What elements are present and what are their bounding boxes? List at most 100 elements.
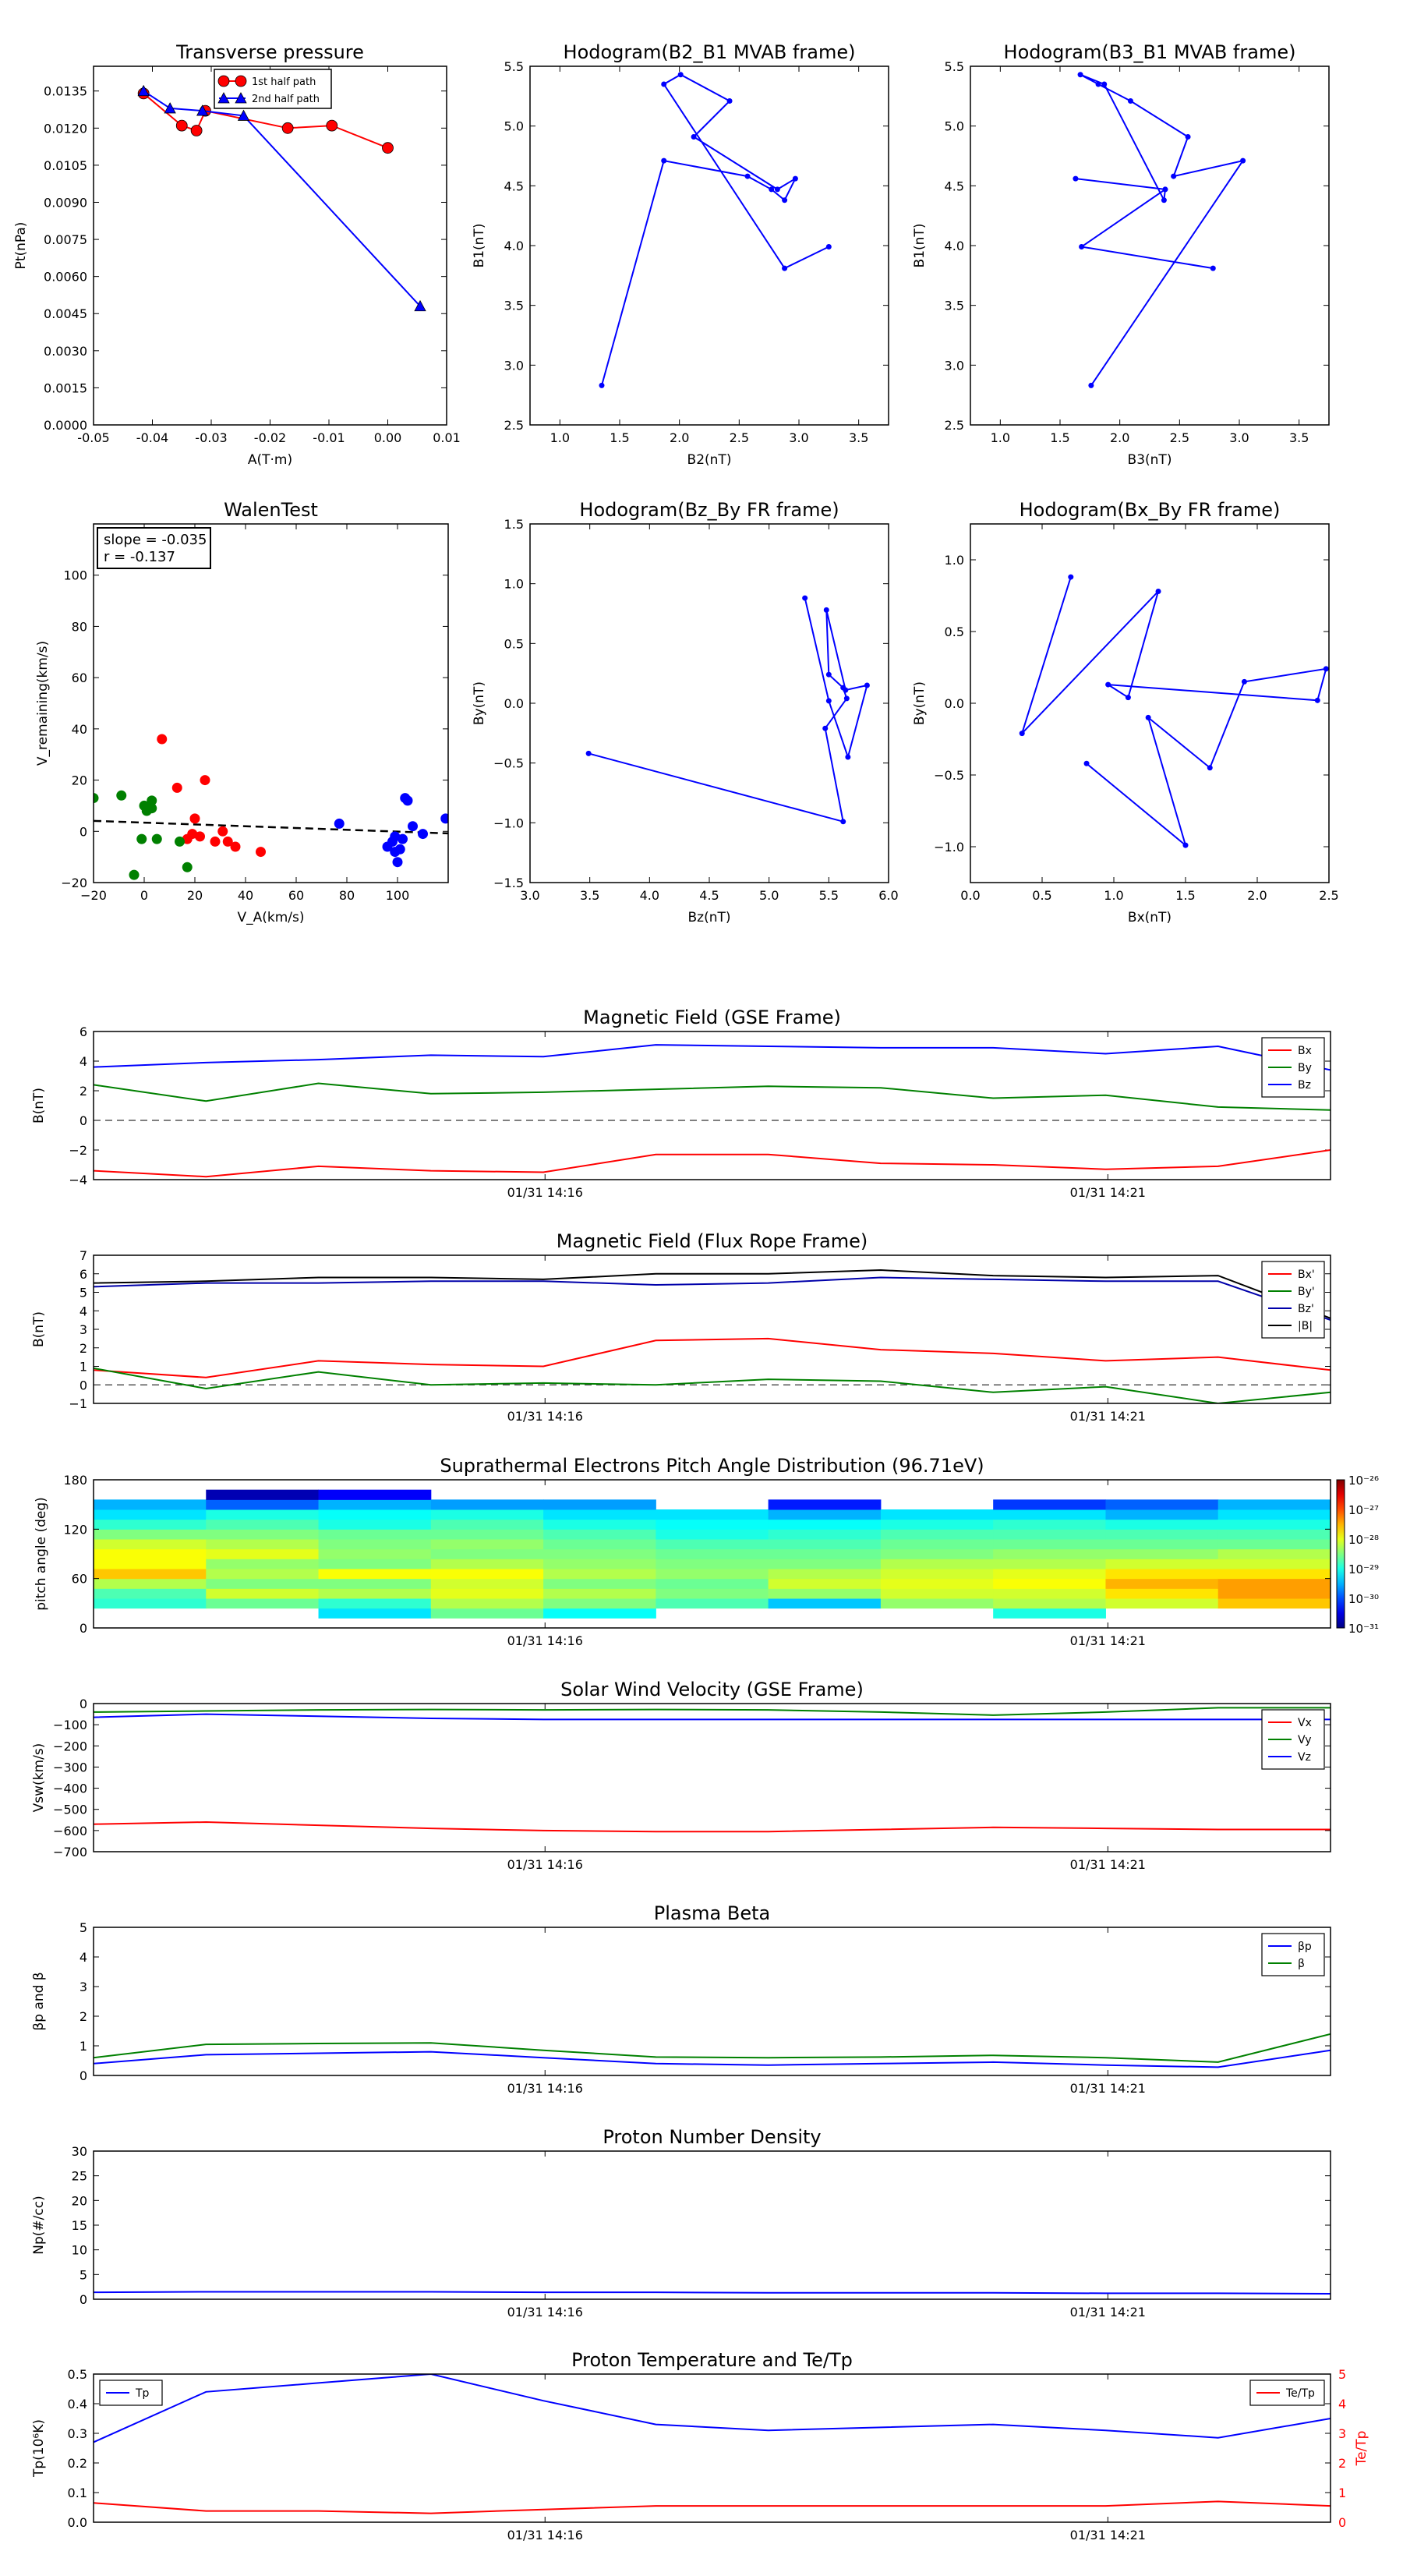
proton-density-ytick-label: 15 [72, 2218, 87, 2233]
hodogram-bx-by-point [1083, 760, 1090, 766]
mag-gse-plot-bg [94, 1031, 1331, 1180]
hodogram-b3-b1-marks [1073, 72, 1246, 388]
hodogram-b3-b1-point [1073, 175, 1079, 182]
hodogram-b2-b1-xtick-label: 1.5 [610, 430, 629, 445]
walen-test-point [136, 833, 147, 844]
hodogram-bx-by-marks [1019, 574, 1329, 848]
pad-cell [94, 1569, 207, 1580]
hodogram-b2-b1-ylabel: B1(nT) [472, 224, 487, 268]
walen-test-plot-frame [93, 523, 449, 883]
pad-cell [1105, 1509, 1219, 1520]
mag-fr-legend-label: |B| [1298, 1320, 1313, 1332]
transverse-pressure-chart: Transverse pressure A(T·m) Pt(nPa) -0.05 -0.… [13, 41, 461, 468]
pad-cell [1105, 1569, 1219, 1580]
walen-test-point [418, 829, 428, 840]
mag-fr-ytick-label: 0 [80, 1378, 87, 1392]
hodogram-bz-by-series-line-0 [588, 597, 868, 823]
pad-cell [768, 1529, 882, 1540]
pad-cell [430, 1608, 544, 1619]
proton-temp-ytick-label-right: 5 [1338, 2367, 1346, 2382]
pad-cell [543, 1529, 656, 1540]
pad-cell [94, 1519, 207, 1530]
hodogram-bx-by-point [1125, 695, 1131, 701]
sw-velocity-marks [94, 1707, 1331, 1833]
mag-gse-ytick-label: −4 [69, 1173, 87, 1187]
pad-cell [1105, 1588, 1219, 1599]
pad-cell [543, 1519, 656, 1530]
hodogram-b2-b1-ytick-label: 3.0 [504, 358, 524, 373]
pad-cell [543, 1569, 656, 1580]
pad-cell [318, 1608, 432, 1619]
proton-temp-xtick-label: 01/31 14:21 [1070, 2528, 1146, 2542]
pad-ytick-label: 60 [72, 1572, 87, 1587]
plasma-beta-ytick-label: 3 [80, 1980, 87, 1994]
walen-test-point [116, 790, 127, 801]
mag-gse-ytick-label: 4 [80, 1054, 87, 1069]
proton-temp-ytick-label: 0.3 [68, 2426, 87, 2441]
transverse-pressure-xtick-label: -0.03 [195, 430, 227, 445]
proton-density-plot-bg [94, 2151, 1331, 2299]
walen-test-ytick-label: −20 [61, 876, 87, 890]
pad-cell [768, 1539, 882, 1550]
walen-test-point [398, 833, 408, 844]
hodogram-b2-b1-point [661, 81, 667, 87]
transverse-pressure-ytick-label: 0.0075 [44, 232, 87, 247]
pad-cell [206, 1519, 320, 1530]
proton-temp-ytick-label-right: 4 [1338, 2397, 1346, 2411]
proton-temp-legend-label: Tp [135, 2387, 150, 2400]
plasma-beta-series-line-1 [94, 2033, 1331, 2063]
transverse-pressure-point [190, 125, 203, 136]
hodogram-b3-b1-chart: Hodogram(B3_B1 MVAB frame) B3(nT) B1(nT) 1.… [912, 41, 1330, 468]
transverse-pressure-ytick-label: 0.0015 [44, 380, 87, 395]
pad-cell [94, 1588, 207, 1599]
walen-test-point [171, 782, 182, 793]
hodogram-b3-b1-xtick-label: 3.0 [1229, 430, 1249, 445]
pad-cell [993, 1598, 1106, 1609]
proton-density-series-line-0 [94, 2291, 1331, 2295]
hodogram-b3-b1-title: Hodogram(B3_B1 MVAB frame) [1004, 41, 1296, 63]
pad-cell [1105, 1598, 1219, 1609]
hodogram-b3-b1-xtick-label: 3.5 [1289, 430, 1309, 445]
proton-density-title: Proton Number Density [603, 2126, 821, 2148]
hodogram-b2-b1-ytick-label: 4.5 [504, 179, 524, 193]
hodogram-b2-b1-point [825, 244, 832, 250]
hodogram-bx-by-xtick-label: 2.5 [1319, 888, 1338, 903]
walen-test-ylabel: V_remaining(km/s) [35, 641, 51, 766]
pad-cell [993, 1559, 1106, 1569]
walen-test-ytick-label: 40 [72, 722, 87, 737]
walen-test-point [390, 831, 401, 842]
pad-cell [318, 1548, 432, 1559]
walen-test-point [94, 793, 99, 804]
hodogram-b3-b1-point [1171, 173, 1177, 179]
hodogram-bz-by-ytick-label: −1.0 [493, 816, 524, 830]
mag-fr-series-line-1 [94, 1367, 1331, 1403]
hodogram-b2-b1-xtick-label: 3.0 [789, 430, 808, 445]
pad-cell [543, 1578, 656, 1589]
pad-cell [318, 1529, 432, 1540]
pad-xtick-label: 01/31 14:21 [1070, 1633, 1146, 1648]
hodogram-bx-by-ytick-label: −0.5 [934, 768, 964, 783]
pad-cell [880, 1519, 994, 1530]
pad-ytick-label: 120 [63, 1522, 87, 1537]
plasma-beta-legend-label: βp [1298, 1941, 1312, 1953]
hodogram-b3-b1-point [1088, 382, 1094, 388]
walen-test-point [402, 795, 413, 806]
sw-velocity-series-line-0 [94, 1821, 1331, 1833]
pad-colorbar-label: 10⁻²⁶ [1348, 1474, 1379, 1488]
pad-cell [206, 1529, 320, 1540]
transverse-pressure-point [281, 122, 294, 134]
pad-cell [656, 1569, 769, 1580]
pad-cell [1217, 1578, 1331, 1589]
pad-cell [1217, 1499, 1331, 1510]
hodogram-bz-by-title: Hodogram(Bz_By FR frame) [579, 499, 839, 521]
proton-density-xtick-label: 01/31 14:16 [507, 2305, 583, 2319]
pad-cell [1105, 1499, 1219, 1510]
pad-cell [1217, 1598, 1331, 1609]
proton-temp-xtick-label: 01/31 14:16 [507, 2528, 583, 2542]
pad-cell [656, 1548, 769, 1559]
proton-density-ytick-label: 25 [72, 2169, 87, 2184]
mag-fr-series-line-0 [94, 1337, 1331, 1378]
walen-test-point [217, 826, 228, 837]
hodogram-b3-b1-point [1127, 97, 1133, 104]
pad-ytick-label: 0 [80, 1621, 87, 1636]
